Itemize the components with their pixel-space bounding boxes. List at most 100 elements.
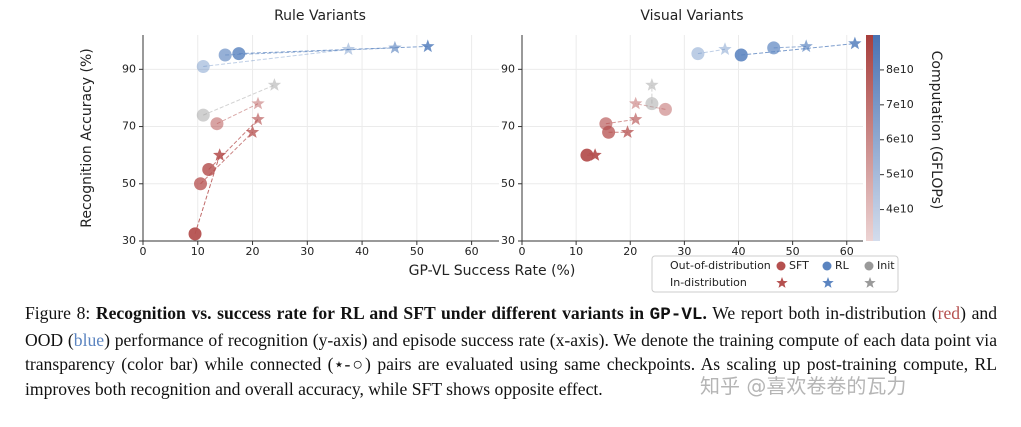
- x-tick-label: 20: [623, 245, 637, 258]
- caption-blue: blue: [73, 329, 105, 350]
- caption-code: GP-VL: [649, 305, 703, 325]
- ood-point: [210, 117, 224, 131]
- ood-point: [691, 47, 705, 61]
- id-point: [620, 125, 635, 138]
- y-tick-label: 70: [122, 120, 136, 133]
- watermark: 知乎 @喜欢卷卷的瓦力: [700, 374, 907, 398]
- pair-line: [741, 43, 855, 56]
- id-point: [718, 42, 732, 55]
- id-point: [341, 42, 355, 55]
- legend-entry: RL: [835, 259, 850, 272]
- ood-point: [218, 48, 232, 62]
- id-point: [421, 39, 435, 53]
- colorbar-tick-label: 4e10: [886, 203, 914, 216]
- pair-line: [216, 103, 259, 125]
- colorbar-tick-label: 6e10: [886, 133, 914, 146]
- pair-line: [203, 48, 349, 67]
- panel-title: Rule Variants: [274, 8, 366, 24]
- x-tick-label: 30: [300, 245, 314, 258]
- legend-marker: [776, 277, 788, 288]
- legend-marker: [864, 277, 876, 288]
- colorbar-tick-label: 7e10: [886, 98, 914, 111]
- ood-point: [232, 47, 246, 61]
- id-point: [645, 78, 659, 91]
- x-tick-label: 50: [410, 245, 424, 258]
- legend-entry: SFT: [789, 259, 809, 272]
- ood-point: [196, 59, 210, 73]
- legend-marker: [822, 261, 832, 271]
- id-point: [251, 96, 265, 110]
- x-tick-label: 60: [840, 245, 854, 258]
- x-tick-label: 60: [465, 245, 479, 258]
- ood-point: [734, 48, 748, 62]
- ood-point: [645, 97, 659, 111]
- id-point: [629, 112, 643, 126]
- y-axis-label: Recognition Accuracy (%): [79, 48, 95, 227]
- id-point: [267, 78, 282, 91]
- x-tick-label: 40: [732, 245, 746, 258]
- ood-point: [658, 102, 672, 116]
- pair-line: [203, 84, 275, 116]
- legend-row-label: Out-of-distribution: [670, 259, 771, 272]
- x-tick-label: 40: [355, 245, 369, 258]
- y-tick-label: 70: [501, 120, 515, 133]
- ood-point: [767, 41, 781, 55]
- colorbar-tick-label: 8e10: [886, 63, 914, 76]
- id-point: [245, 125, 260, 138]
- id-point: [848, 36, 862, 50]
- x-tick-label: 0: [140, 245, 147, 258]
- y-tick-label: 30: [122, 234, 136, 247]
- id-point: [799, 39, 813, 53]
- ood-point: [202, 162, 216, 176]
- id-point: [629, 96, 643, 110]
- pair-line: [635, 103, 666, 110]
- ood-point: [194, 177, 208, 191]
- colorbar-tick-label: 5e10: [886, 168, 914, 181]
- x-tick-label: 50: [786, 245, 800, 258]
- id-point: [588, 148, 602, 161]
- colorbar-blue: [873, 35, 880, 241]
- caption-text: ) and OOD (: [25, 303, 997, 350]
- figure: Rule Variants Visual Variants Recognitio…: [79, 8, 944, 293]
- legend-marker: [822, 277, 834, 288]
- legend-marker: [776, 261, 786, 271]
- legend-entry: Init: [877, 259, 895, 272]
- legend-marker: [864, 261, 874, 271]
- x-axis-label: GP-VL Success Rate (%): [409, 263, 576, 279]
- caption-bold: Recognition vs. success rate for RL and …: [95, 303, 644, 323]
- colorbar-red: [866, 35, 873, 241]
- y-tick-label: 90: [122, 62, 136, 75]
- panel-title: Visual Variants: [640, 8, 743, 24]
- pair-line: [200, 131, 253, 185]
- colorbar-label: Computation (GFLOPs): [928, 51, 944, 210]
- id-point: [251, 112, 265, 126]
- pair-line: [697, 48, 726, 55]
- id-point: [213, 148, 227, 161]
- x-tick-label: 20: [246, 245, 260, 258]
- legend-box: [651, 255, 899, 293]
- caption-label: Figure 8:: [25, 303, 91, 323]
- y-tick-label: 90: [501, 62, 515, 75]
- y-tick-label: 50: [122, 177, 136, 190]
- caption: Figure 8: Recognition vs. success rate f…: [25, 301, 997, 401]
- caption-bold: .: [702, 303, 707, 323]
- x-tick-label: 30: [677, 245, 691, 258]
- pair-line: [773, 45, 807, 49]
- caption-text: ) performance of recognition (y-axis) an…: [25, 329, 997, 399]
- pair-line: [605, 118, 636, 125]
- y-tick-label: 30: [501, 234, 515, 247]
- caption-text: We report both in-distribution (: [712, 303, 938, 323]
- pair-line: [225, 47, 395, 56]
- x-tick-label: 10: [569, 245, 583, 258]
- legend-row-label: In-distribution: [670, 276, 747, 289]
- x-tick-label: 10: [191, 245, 205, 258]
- id-point: [388, 40, 402, 54]
- ood-point: [196, 108, 210, 122]
- ood-point: [188, 227, 202, 241]
- x-tick-label: 0: [519, 245, 526, 258]
- ood-point: [599, 117, 613, 131]
- ood-point: [580, 148, 594, 162]
- caption-red: red: [937, 303, 961, 323]
- y-tick-label: 50: [501, 177, 515, 190]
